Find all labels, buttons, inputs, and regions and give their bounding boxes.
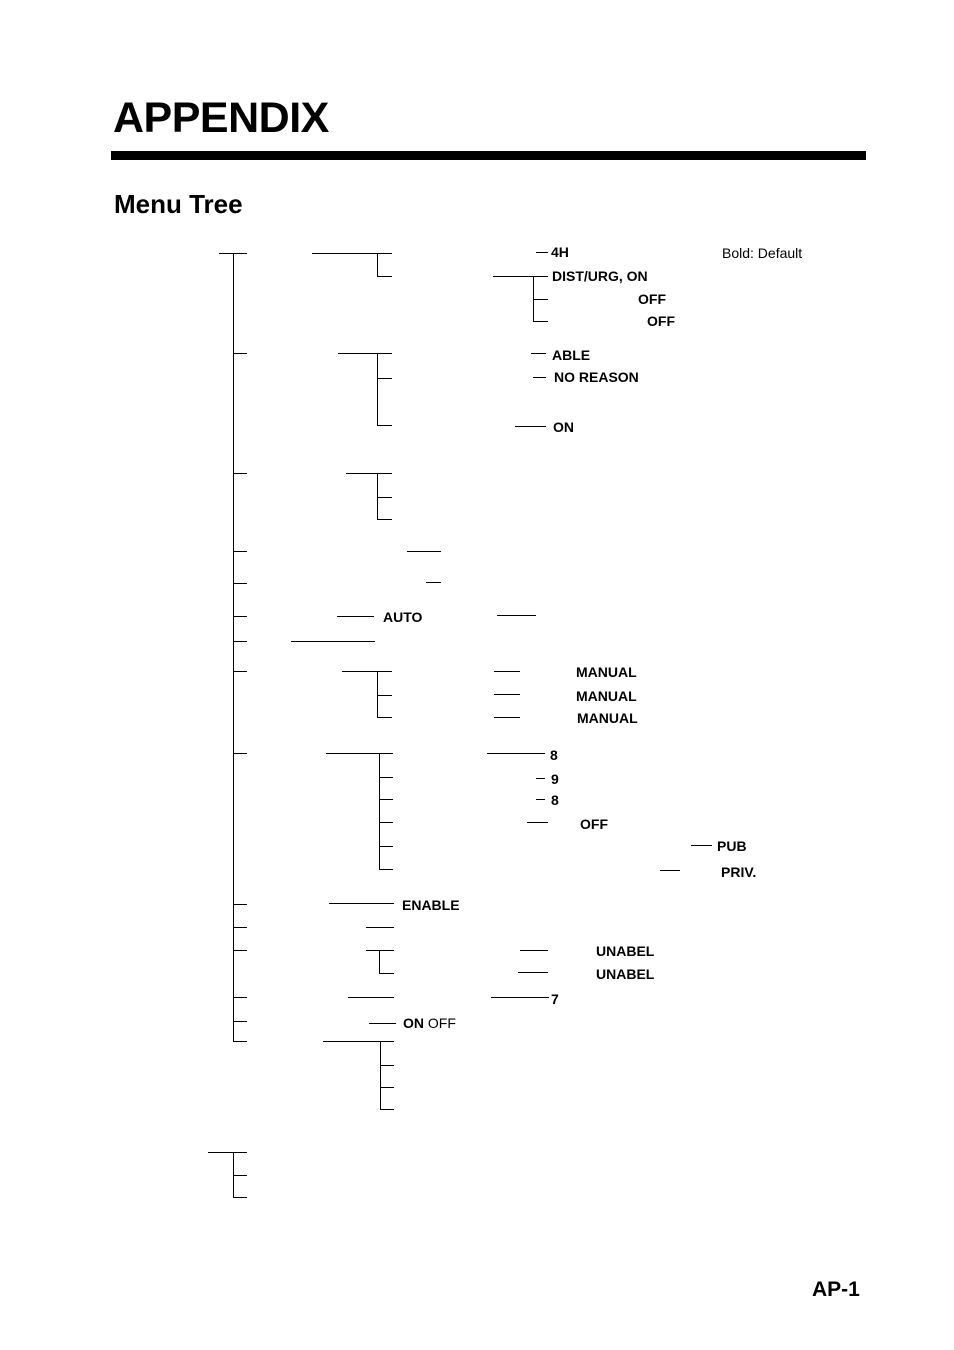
- option-4h: 4H: [551, 244, 569, 260]
- option-pub: PUB: [717, 838, 747, 854]
- legend-note: Bold: Default: [722, 245, 803, 261]
- option-priv: PRIV.: [721, 864, 757, 880]
- option-9: 9: [551, 771, 559, 787]
- option-able: ABLE: [552, 347, 591, 363]
- option-8: 8: [551, 792, 559, 808]
- option-unabel: UNABEL: [596, 943, 655, 959]
- option-dist-urg-on: DIST/URG, ON: [552, 268, 648, 284]
- option-off: OFF: [647, 313, 675, 329]
- option-on-off: ON OFF: [403, 1015, 456, 1031]
- option-7: 7: [551, 991, 559, 1007]
- section-title: Menu Tree: [114, 189, 243, 219]
- option-off: OFF: [427, 1015, 456, 1031]
- option-8: 8: [550, 747, 558, 763]
- page-title: APPENDIX: [113, 94, 329, 142]
- option-off: OFF: [638, 291, 666, 307]
- option-on: ON: [403, 1015, 424, 1031]
- option-unabel: UNABEL: [596, 966, 655, 982]
- option-off: OFF: [580, 816, 608, 832]
- option-manual: MANUAL: [577, 710, 638, 726]
- option-manual: MANUAL: [576, 664, 637, 680]
- page-number: AP-1: [812, 1278, 860, 1301]
- option-enable: ENABLE: [402, 897, 460, 913]
- option-no-reason: NO REASON: [554, 369, 639, 385]
- option-manual: MANUAL: [576, 688, 637, 704]
- title-rule: [111, 151, 866, 160]
- option-auto: AUTO: [383, 609, 423, 625]
- option-on: ON: [553, 419, 574, 435]
